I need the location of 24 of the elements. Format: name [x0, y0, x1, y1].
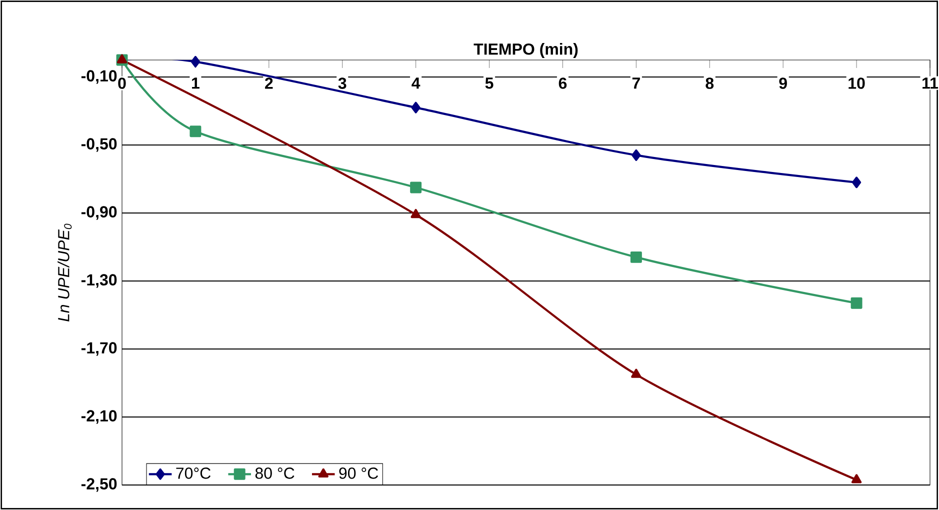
legend-label: 70°C — [176, 468, 211, 479]
x-tick-label: 1 — [192, 78, 200, 89]
y-tick-label: -2,10 — [81, 410, 117, 424]
legend-label: 80 °C — [255, 468, 294, 479]
x-tick-label: 3 — [338, 78, 346, 89]
y-tick-label: -0,50 — [81, 138, 117, 152]
x-tick-label: 4 — [412, 78, 420, 89]
x-tick-label: 0 — [118, 78, 126, 89]
legend-label: 90 °C — [339, 468, 378, 479]
x-axis-title: TIEMPO (min) — [474, 43, 578, 58]
y-tick-label: -0,90 — [81, 206, 117, 220]
x-tick-label: 9 — [779, 78, 787, 89]
y-tick-label: -1,70 — [81, 342, 117, 356]
y-tick-label: -2,50 — [81, 478, 117, 492]
x-tick-label: 2 — [265, 78, 273, 89]
x-tick-label: 7 — [632, 78, 640, 89]
x-tick-label: 8 — [706, 78, 714, 89]
x-tick-label: 10 — [848, 78, 865, 89]
y-tick-label: -1,30 — [81, 274, 117, 288]
y-tick-label: -0,10 — [81, 70, 117, 84]
x-tick-label: 11 — [922, 78, 938, 89]
x-tick-label: 6 — [558, 78, 567, 89]
x-tick-label: 5 — [485, 78, 494, 89]
y-axis-title: Ln UPE/UPE$_{0}$ — [58, 224, 72, 322]
